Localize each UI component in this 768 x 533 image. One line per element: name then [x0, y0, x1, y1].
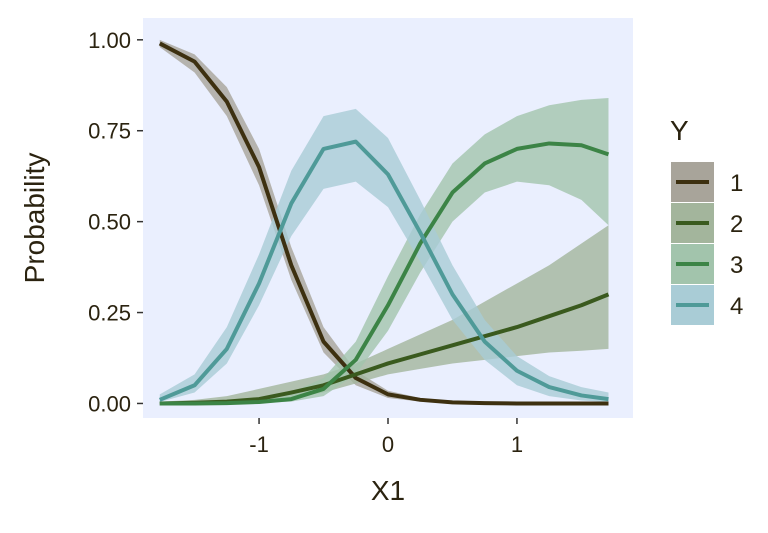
- y-tick-label: 0.25: [88, 301, 131, 326]
- x-axis: -1 0 1: [249, 418, 523, 457]
- y-axis-title: Probability: [19, 153, 50, 284]
- band-series-2: [159, 225, 609, 404]
- legend: Y 1 2 3 4: [670, 115, 743, 325]
- y-tick-label: 0.50: [88, 210, 131, 235]
- line-series-3: [159, 141, 610, 406]
- legend-item-2: 2: [671, 203, 743, 243]
- legend-label: 3: [730, 252, 743, 279]
- legend-label: 4: [730, 293, 743, 320]
- y-tick-label: 0.00: [88, 391, 131, 416]
- band-series-3: [159, 98, 609, 404]
- x-tick-label: 0: [382, 432, 394, 457]
- x-tick-label: 1: [511, 432, 523, 457]
- line-series-1: [158, 41, 609, 406]
- legend-item-3: 3: [671, 244, 743, 284]
- y-axis: 0.00 0.25 0.50 0.75 1.00: [88, 28, 143, 416]
- x-axis-title: X1: [371, 475, 405, 506]
- y-tick-label: 1.00: [88, 28, 131, 53]
- legend-item-4: 4: [671, 285, 743, 325]
- line-series-4: [158, 139, 609, 402]
- legend-item-1: 1: [671, 162, 743, 202]
- series-lines: [158, 41, 610, 406]
- y-tick-label: 0.75: [88, 119, 131, 144]
- legend-label: 2: [730, 211, 743, 238]
- legend-label: 1: [730, 170, 743, 197]
- x-tick-label: -1: [249, 432, 269, 457]
- legend-title: Y: [670, 115, 689, 146]
